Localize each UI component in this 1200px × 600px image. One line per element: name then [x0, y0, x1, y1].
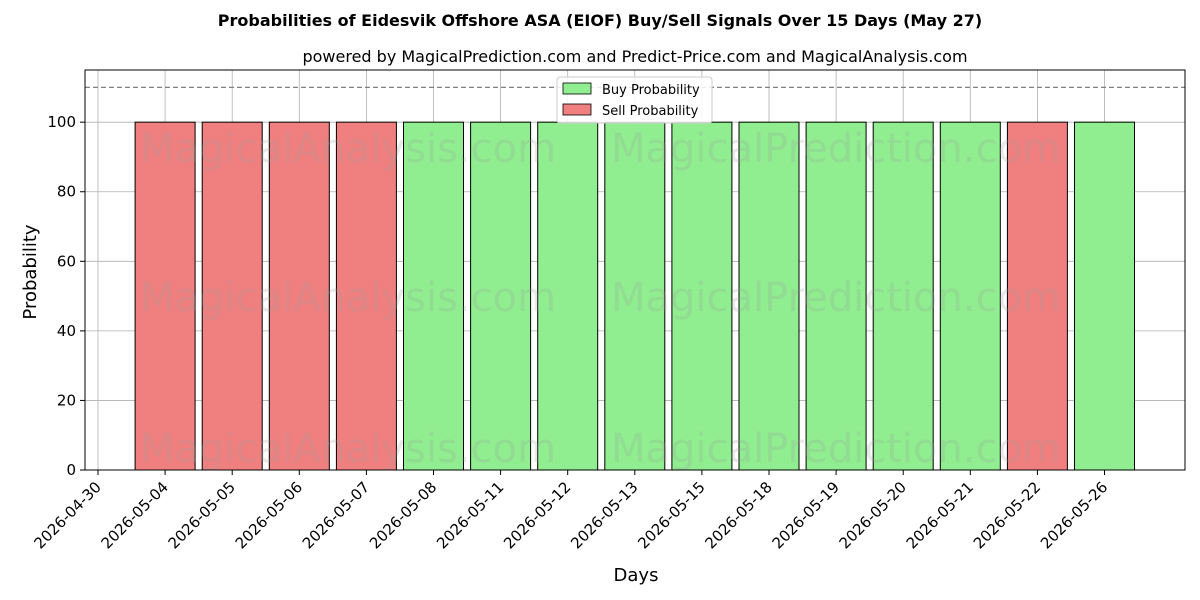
y-axis-label: Probability [20, 224, 41, 319]
legend-label-buy: Buy Probability [602, 83, 700, 98]
x-tick-label: 2026-05-20 [836, 478, 910, 552]
bar-buy [1074, 121, 1135, 471]
bar-buy [537, 121, 599, 471]
bar-buy [671, 121, 733, 471]
x-tick-label: 2026-05-04 [98, 478, 172, 552]
x-tick-label: 2026-05-05 [165, 478, 239, 552]
x-tick-label: 2026-05-26 [1037, 478, 1111, 552]
x-tick-label: 2026-04-30 [30, 478, 104, 552]
bar-buy [872, 121, 934, 471]
bar-buy [738, 121, 800, 471]
x-tick-label: 2026-05-21 [903, 478, 977, 552]
y-tick-label: 20 [57, 391, 76, 409]
bar-sell [1006, 121, 1068, 471]
x-tick-label: 2026-05-07 [299, 478, 373, 552]
bar-sell [335, 121, 397, 471]
x-tick-label: 2026-05-22 [970, 478, 1044, 552]
x-tick-label: 2026-05-12 [500, 478, 574, 552]
legend-label-sell: Sell Probability [602, 104, 699, 119]
x-tick-label: 2026-05-15 [634, 478, 708, 552]
legend: Buy Probability Sell Probability [556, 76, 713, 124]
watermarks: MagicalAnalysis.com MagicalPrediction.com… [140, 126, 1061, 472]
x-tick-label: 2026-05-11 [433, 478, 507, 552]
x-tick-label: 2026-05-13 [567, 478, 641, 552]
y-axis-ticks: 0 20 40 60 80 100 [47, 113, 85, 479]
bar-sell [268, 121, 330, 471]
x-tick-label: 2026-05-19 [769, 478, 843, 552]
chart-subtitle: powered by MagicalPrediction.com and Pre… [302, 47, 967, 66]
watermark-text: MagicalPrediction.com [611, 426, 1061, 472]
chart-title: Probabilities of Eidesvik Offshore ASA (… [218, 11, 982, 30]
bar-buy [470, 121, 532, 471]
x-tick-label: 2026-05-18 [701, 478, 775, 552]
bars [134, 121, 1135, 471]
legend-swatch-buy [562, 82, 592, 95]
x-tick-label: 2026-05-06 [232, 478, 306, 552]
y-tick-label: 40 [57, 322, 76, 340]
x-axis-ticks: 2026-04-302026-05-042026-05-052026-05-06… [30, 470, 1111, 552]
y-tick-label: 60 [57, 252, 76, 270]
x-tick-label: 2026-05-08 [366, 478, 440, 552]
watermark-text: MagicalPrediction.com [611, 275, 1061, 321]
y-tick-label: 80 [57, 183, 76, 201]
x-axis-label: Days [614, 565, 659, 586]
watermark-text: MagicalPrediction.com [611, 126, 1061, 172]
bar-buy [403, 121, 464, 471]
watermark-text: MagicalAnalysis.com [140, 275, 556, 321]
bar-buy [805, 121, 867, 471]
legend-swatch-sell [562, 103, 592, 116]
bar-buy [939, 121, 1001, 471]
legend-box [556, 76, 713, 124]
watermark-text: MagicalAnalysis.com [140, 426, 556, 472]
y-tick-label: 0 [66, 461, 76, 479]
watermark-text: MagicalAnalysis.com [140, 126, 556, 172]
y-tick-label: 100 [47, 113, 76, 131]
